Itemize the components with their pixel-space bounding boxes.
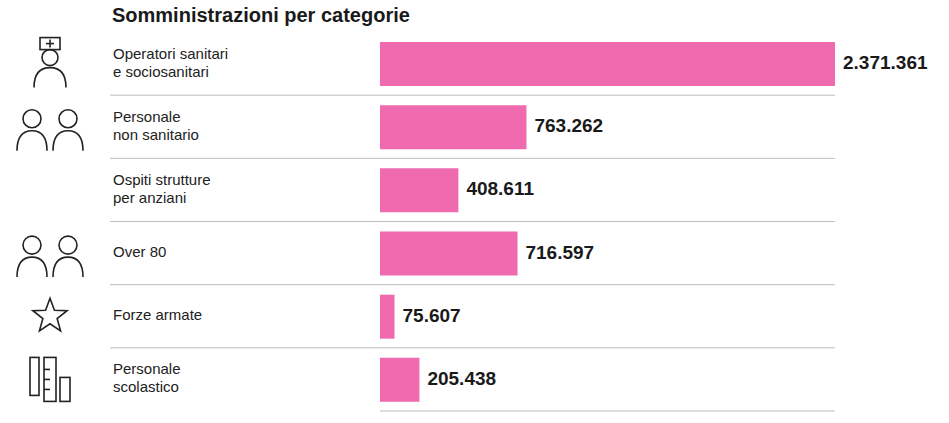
svg-text:716.597: 716.597	[525, 242, 594, 263]
svg-text:Over 80: Over 80	[113, 243, 166, 260]
svg-text:763.262: 763.262	[534, 115, 603, 136]
svg-text:2.371.361: 2.371.361	[843, 52, 928, 73]
svg-text:Forze armate: Forze armate	[113, 306, 202, 323]
svg-text:Operatori sanitarie sociosanit: Operatori sanitarie sociosanitari	[113, 45, 228, 80]
html-text:Somministrazioni per categorie: Somministrazioni per categorie	[112, 4, 410, 26]
svg-text:Ospiti struttureper anziani: Ospiti struttureper anziani	[113, 171, 211, 206]
svg-text:Personalescolastico: Personalescolastico	[113, 360, 181, 395]
svg-text:408.611: 408.611	[466, 178, 534, 199]
svg-text:205.438: 205.438	[427, 368, 496, 389]
svg-text:Personalenon sanitario: Personalenon sanitario	[113, 108, 199, 143]
svg-text:75.607: 75.607	[403, 305, 461, 326]
